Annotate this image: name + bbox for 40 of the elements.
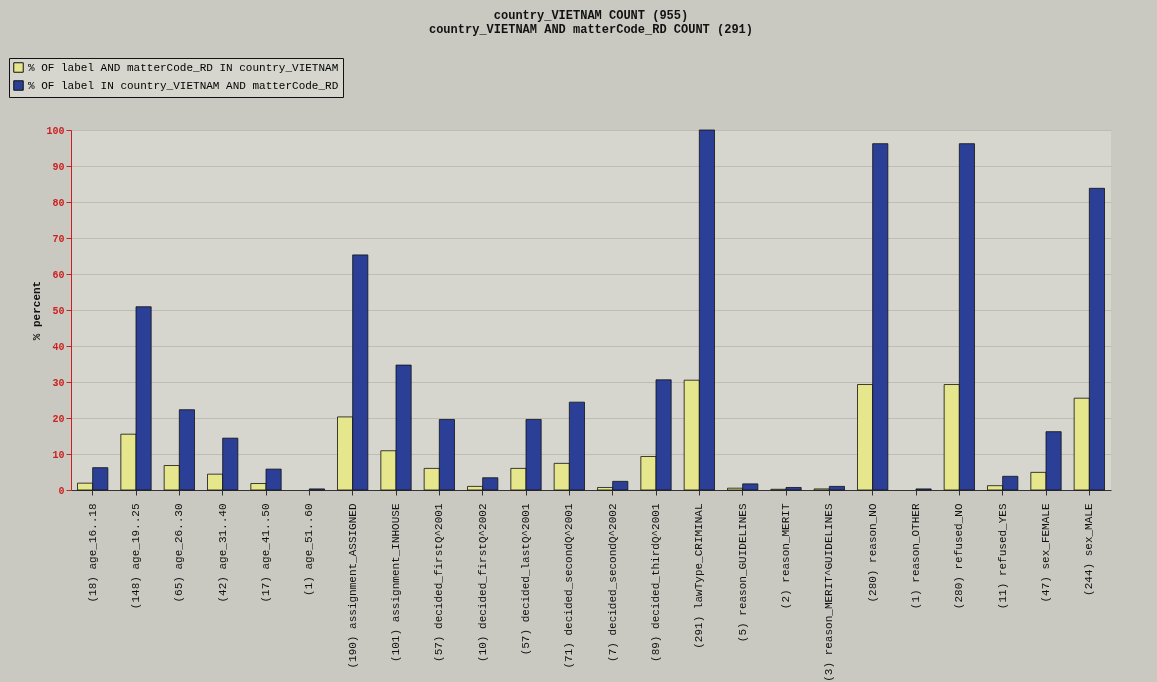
x-tick-label: (280) reason_NO xyxy=(866,503,879,603)
x-tick-label: (1) reason_OTHER xyxy=(910,503,922,610)
y-axis-title: % percent xyxy=(31,280,44,341)
x-tick-label: (11) refused_YES xyxy=(996,503,1009,610)
y-tick-label: 50 xyxy=(52,305,65,317)
x-tick-label: (42) age_31..40 xyxy=(216,503,229,603)
x-tick-label: (148) age_19..25 xyxy=(130,503,142,610)
legend-label: % OF label IN country_VIETNAM AND matterCode_RD xyxy=(28,79,339,92)
x-tick-label: (2) reason_MERIT xyxy=(780,503,792,610)
y-tick-label: 60 xyxy=(52,269,65,281)
y-tick-label: 100 xyxy=(46,125,65,137)
x-tick-label: (89) decided_thirdQ^2001 xyxy=(650,503,662,662)
legend-label: % OF label AND matterCode_RD IN country_VIETNAM xyxy=(28,61,339,74)
x-tick-label: (57) decided_lastQ^2001 xyxy=(520,503,532,656)
y-tick-label: 20 xyxy=(52,413,65,425)
y-tick-label: 30 xyxy=(52,377,65,389)
y-tick-label: 70 xyxy=(52,233,65,245)
text: country_VIETNAM COUNT (955) xyxy=(493,8,689,23)
x-tick-label: (18) age_16..18 xyxy=(86,503,99,603)
x-tick-label: (101) assignment_INHOUSE xyxy=(390,503,402,662)
x-tick-label: (57) decided_firstQ^2001 xyxy=(433,503,446,662)
text: country_VIETNAM AND matterCode_RD COUNT (291) xyxy=(428,22,754,37)
x-tick-label: (71) decided_secondQ^2001 xyxy=(563,503,576,669)
x-tick-label: (244) sex_MALE xyxy=(1083,503,1096,596)
x-tick-label: (291) lawType_CRIMINAL xyxy=(693,503,706,649)
y-tick-label: 0 xyxy=(58,485,65,497)
y-tick-label: 10 xyxy=(52,449,65,461)
x-tick-label: (17) age_41..50 xyxy=(260,503,272,603)
x-tick-label: (190) assignment_ASSIGNED xyxy=(346,503,359,669)
x-tick-label: (65) age_26..30 xyxy=(173,503,186,603)
x-tick-label: (280) refused_NO xyxy=(953,503,966,610)
x-tick-label: (10) decided_firstQ^2002 xyxy=(476,503,489,662)
y-tick-label: 90 xyxy=(52,161,65,173)
x-tick-label: (47) sex_FEMALE xyxy=(1040,503,1052,603)
x-tick-label: (1) age_51..60 xyxy=(303,503,316,596)
y-tick-label: 40 xyxy=(52,341,65,353)
x-tick-label: (3) reason_MERIT^GUIDELINES xyxy=(823,503,836,682)
x-tick-label: (5) reason_GUIDELINES xyxy=(736,503,749,643)
x-tick-label: (7) decided_secondQ^2002 xyxy=(606,503,619,662)
y-tick-label: 80 xyxy=(52,197,65,209)
